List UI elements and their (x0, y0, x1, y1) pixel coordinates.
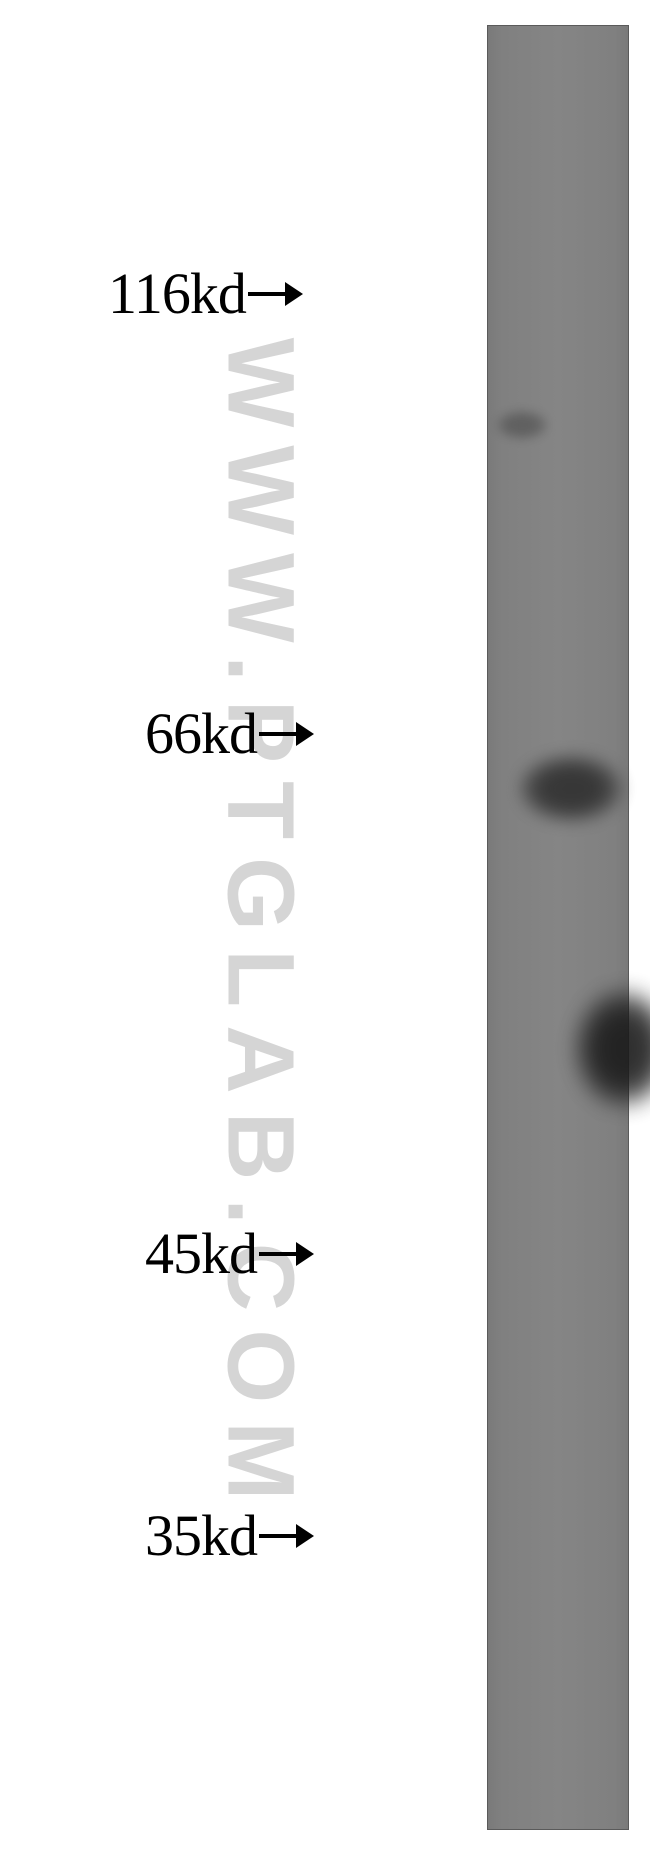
marker-35kd: 35kd (145, 1502, 319, 1569)
band-2 (521, 756, 621, 821)
arrow-icon (259, 1234, 319, 1274)
marker-label-text: 66kd (145, 700, 257, 767)
marker-116kd: 116kd (108, 260, 308, 327)
western-blot-image: WWW.PTGLAB.COM 116kd 66kd 45kd 35kd (0, 0, 650, 1855)
marker-label-text: 45kd (145, 1220, 257, 1287)
band-1 (497, 411, 547, 439)
marker-label-text: 116kd (108, 260, 246, 327)
arrow-icon (259, 1516, 319, 1556)
marker-45kd: 45kd (145, 1220, 319, 1287)
band-3 (576, 991, 650, 1106)
marker-66kd: 66kd (145, 700, 319, 767)
arrow-icon (259, 714, 319, 754)
arrow-icon (248, 274, 308, 314)
marker-label-text: 35kd (145, 1502, 257, 1569)
blot-lane (487, 25, 629, 1830)
